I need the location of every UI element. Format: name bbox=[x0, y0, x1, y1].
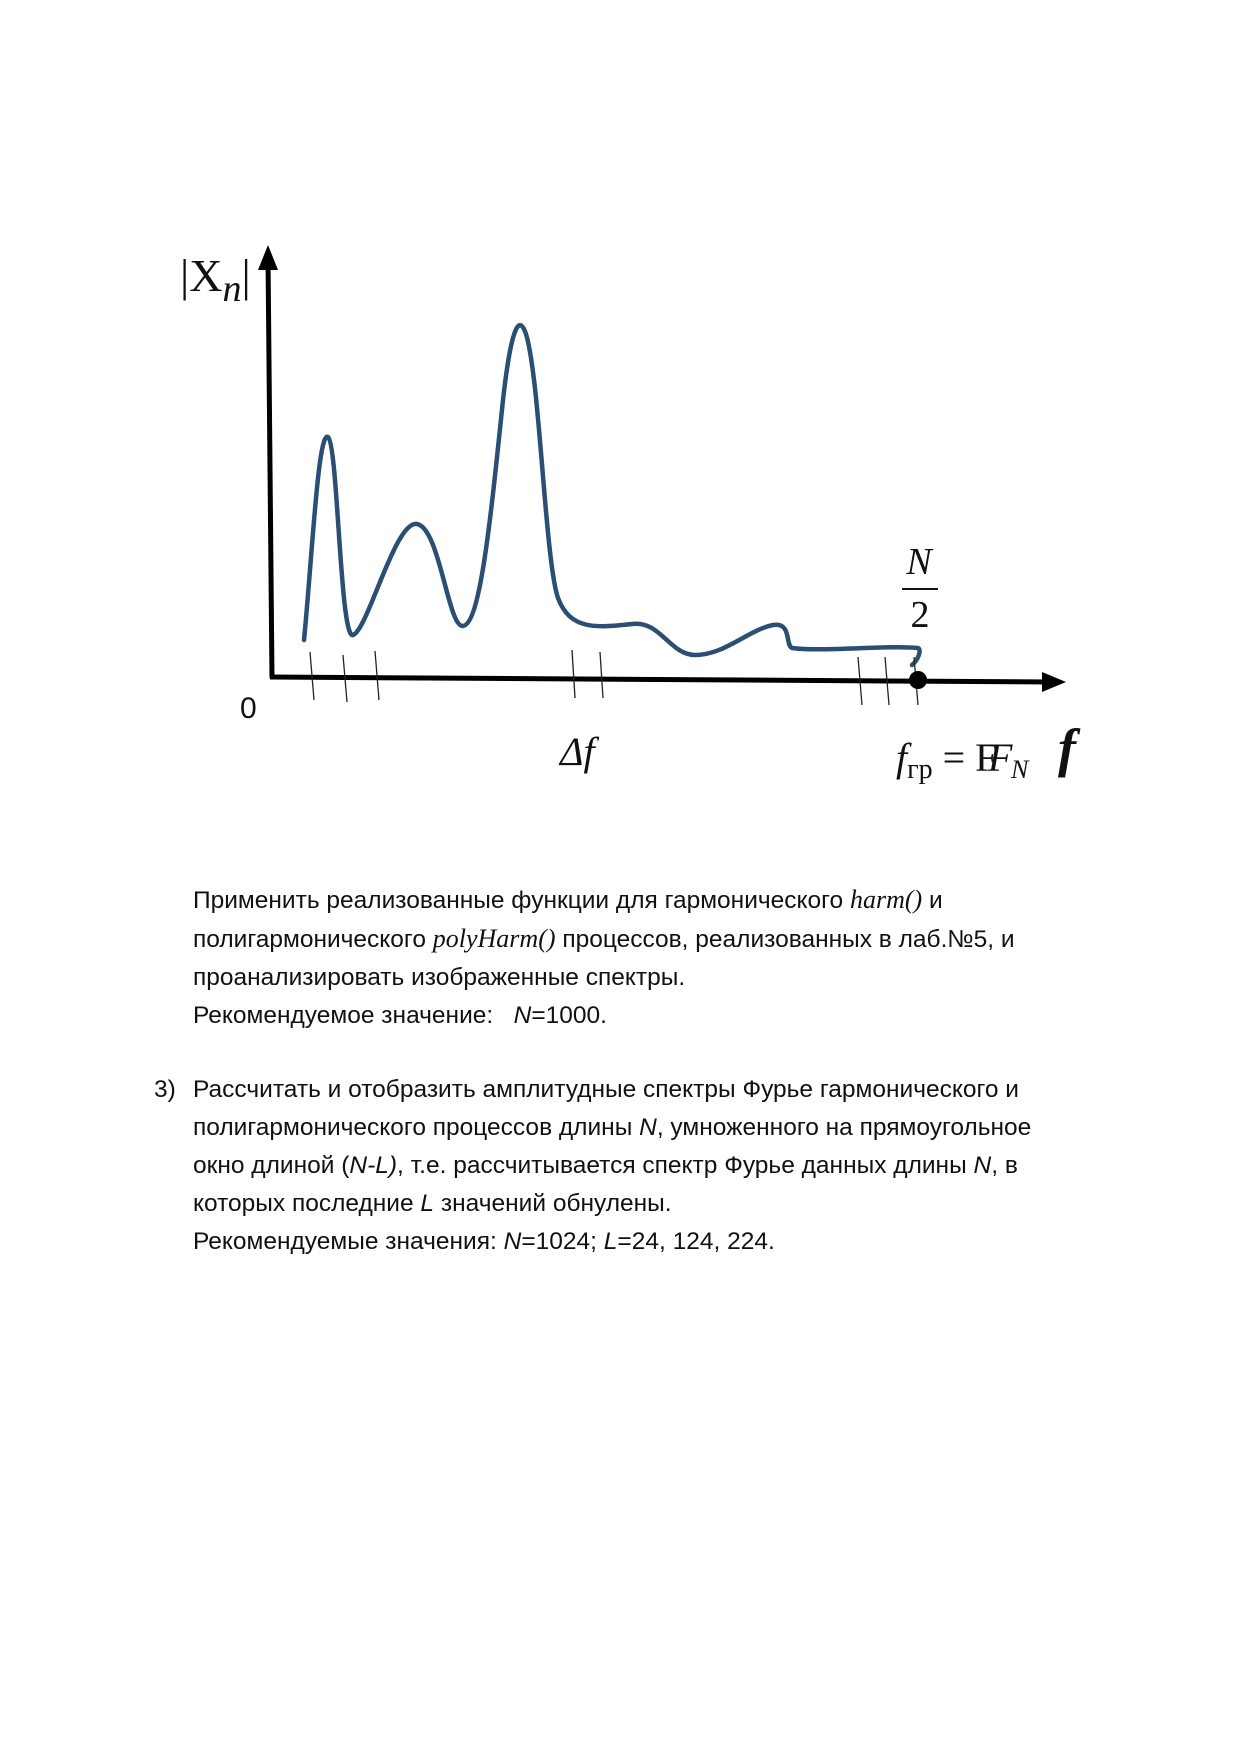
text-line: которых последние L значений обнулены. bbox=[193, 1190, 672, 1217]
list-item-number: 3) bbox=[154, 1076, 176, 1103]
text-line: полигармонического процессов длины N, ум… bbox=[193, 1114, 1032, 1141]
delta-f-label: Δf bbox=[558, 729, 599, 774]
x-axis-label: f bbox=[1058, 718, 1081, 778]
text-line: Применить реализованные функции для гарм… bbox=[193, 885, 943, 914]
tick bbox=[342, 654, 348, 703]
text-line: Рекомендуемые значения: N=1024; L=24, 12… bbox=[193, 1228, 775, 1255]
nyquist-fraction-denominator: 2 bbox=[911, 594, 930, 636]
list-item-3: Рассчитать и отобразить амплитудные спек… bbox=[193, 1071, 1153, 1261]
boundary-F-label: F bbox=[987, 735, 1013, 780]
origin-label: 0 bbox=[240, 692, 257, 725]
text-line: полигармонического polyHarm() процессов,… bbox=[193, 924, 1015, 953]
spectrum-curve bbox=[301, 323, 922, 668]
y-axis-arrowhead bbox=[258, 245, 278, 270]
harm-function: harm() bbox=[850, 885, 923, 914]
nyquist-point bbox=[909, 671, 927, 689]
y-axis-label: |Xn| bbox=[180, 250, 251, 310]
tick bbox=[884, 656, 890, 706]
text-line: окно длиной (N-L), т.е. рассчитывается с… bbox=[193, 1152, 1018, 1179]
tick bbox=[857, 656, 863, 706]
tick-marks bbox=[309, 649, 919, 706]
paragraph-apply-functions: Применить реализованные функции для гарм… bbox=[193, 881, 1153, 1035]
nyquist-fraction-numerator: N bbox=[905, 541, 934, 583]
spectrum-figure: |Xn| 0 Δf N 2 fгр = F F N f bbox=[180, 245, 1081, 785]
tick bbox=[599, 651, 604, 699]
tick bbox=[309, 651, 315, 701]
x-axis-arrowhead bbox=[1042, 672, 1066, 692]
boundary-F-subscript: N bbox=[1010, 755, 1030, 784]
text-line: Рассчитать и отобразить амплитудные спек… bbox=[193, 1076, 1019, 1103]
polyharm-function: polyHarm() bbox=[432, 924, 556, 953]
tick bbox=[374, 650, 380, 701]
text-line: проанализировать изображенные спектры. bbox=[193, 964, 686, 991]
tick bbox=[571, 649, 576, 699]
x-axis bbox=[269, 674, 1051, 685]
y-axis bbox=[265, 256, 275, 679]
boundary-frequency-label: fгр = F bbox=[896, 735, 997, 785]
text-line: Рекомендуемое значение: N=1000. bbox=[193, 1002, 607, 1029]
